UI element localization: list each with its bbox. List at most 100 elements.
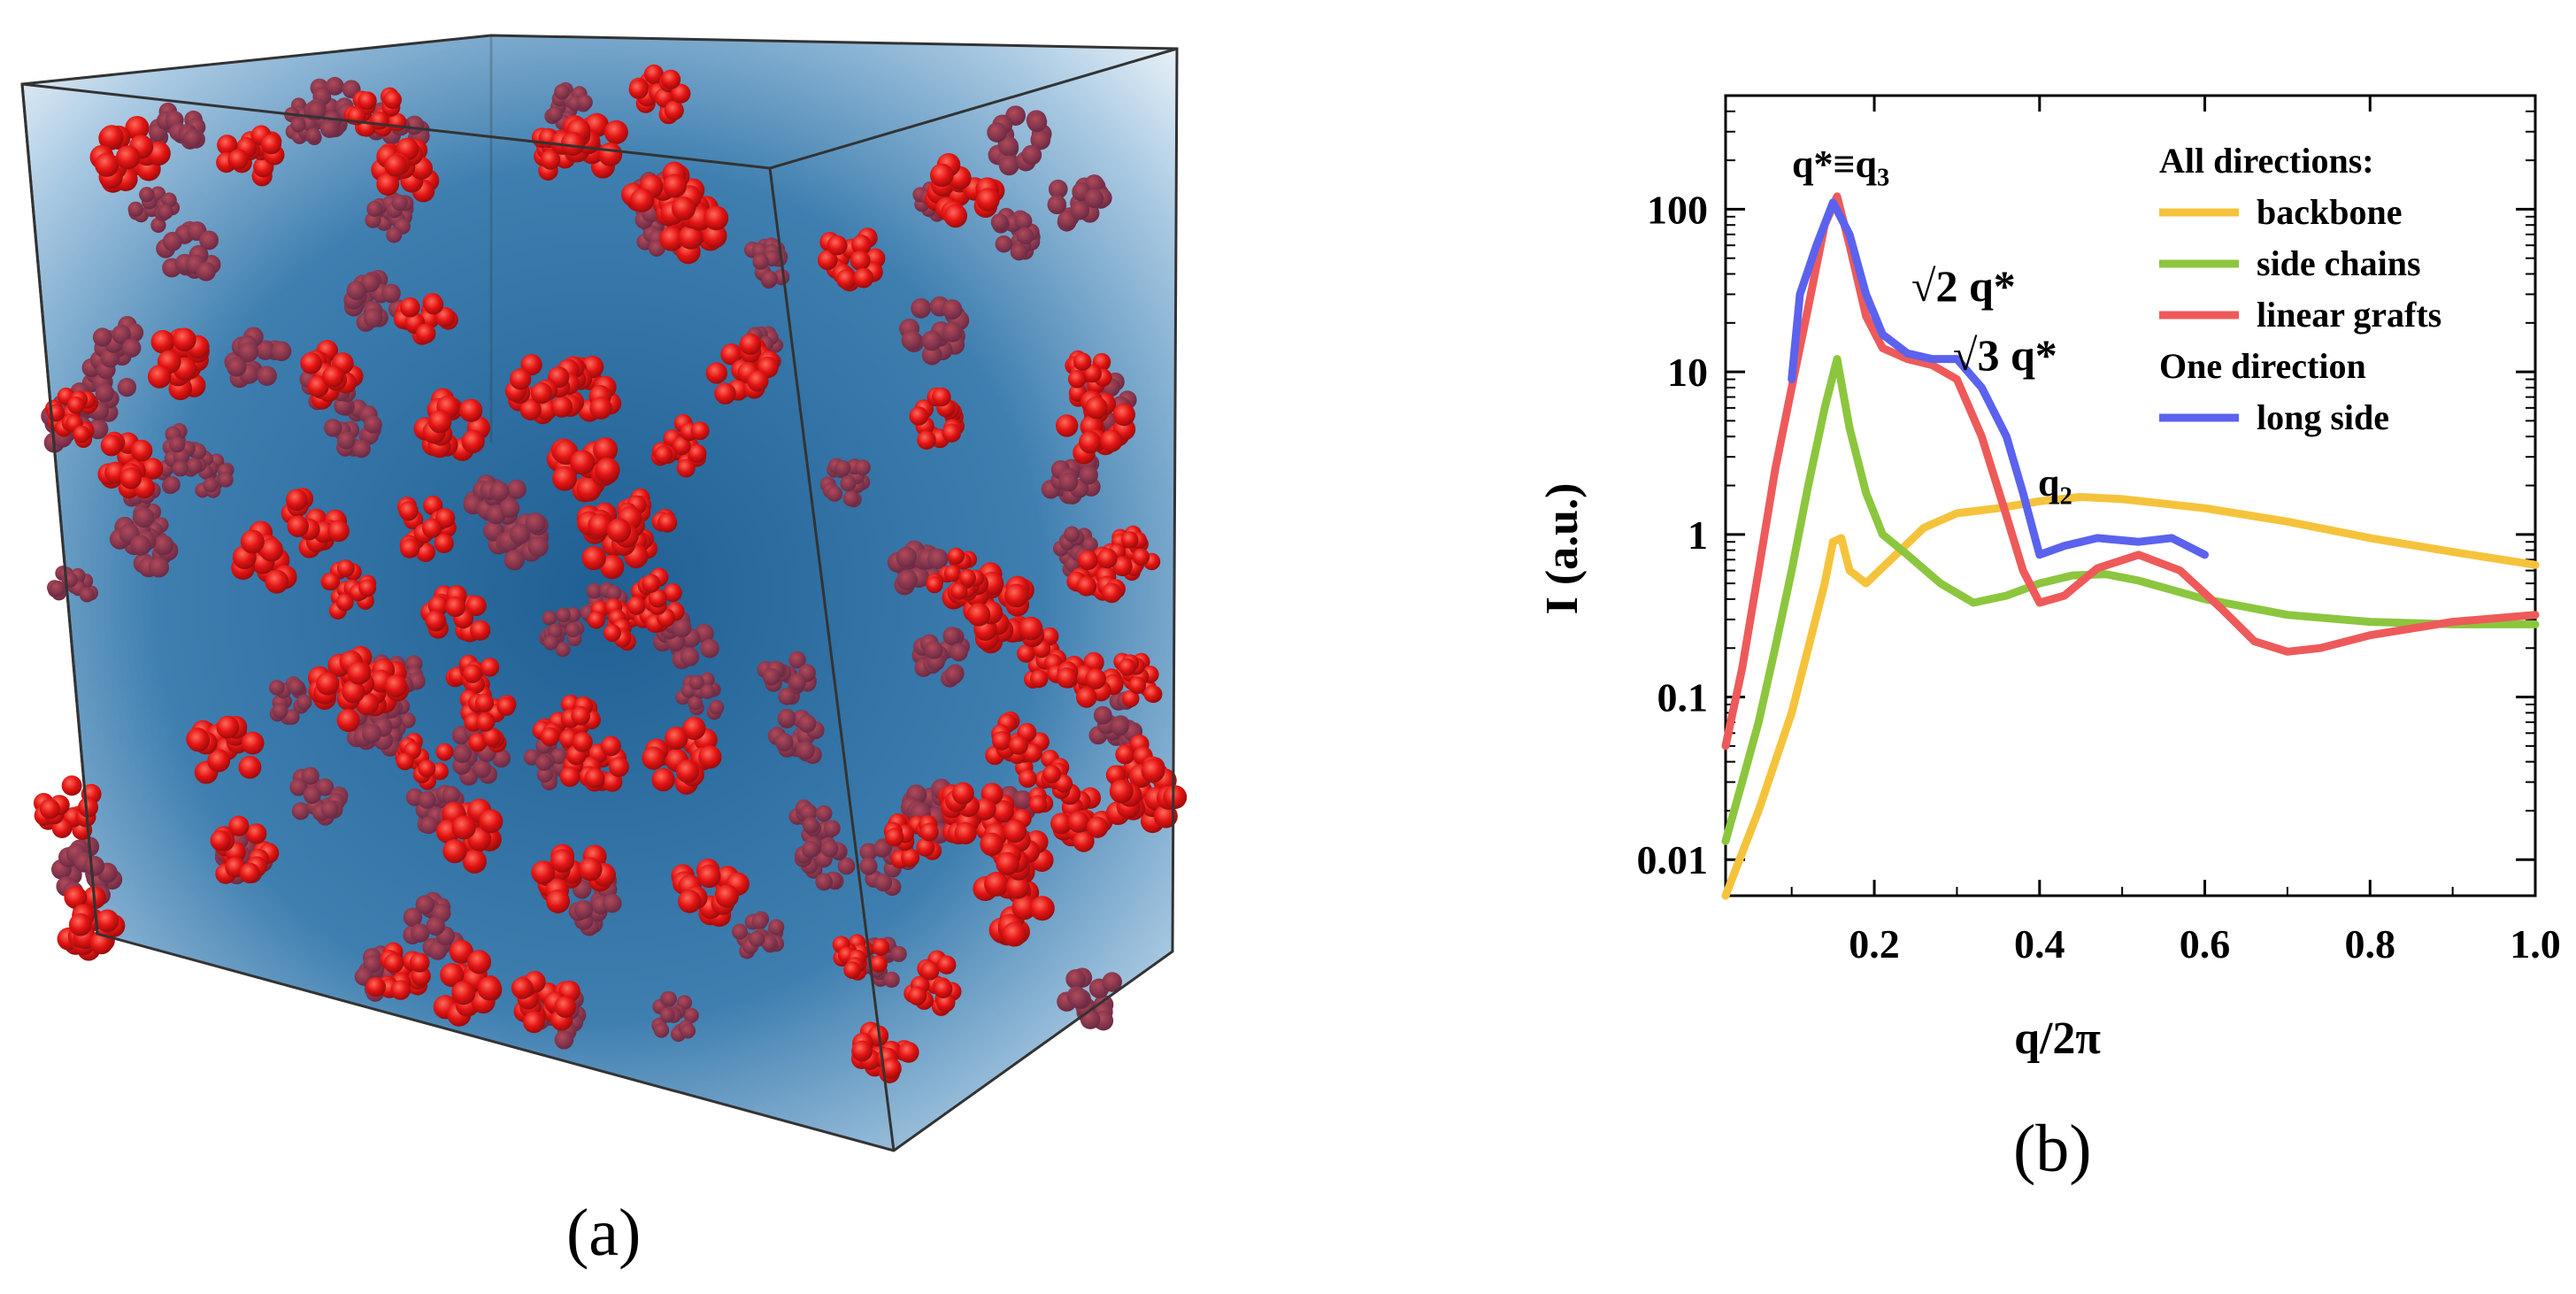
micelle-cluster — [973, 859, 1055, 947]
micelle-cluster — [990, 207, 1041, 261]
x-axis-ticks: 0.2 0.4 0.6 0.8 1.0 — [1790, 96, 2561, 967]
plot-border — [1724, 94, 2537, 897]
micelle-cluster — [938, 782, 1014, 845]
legend-entry-label: backbone — [2257, 192, 2403, 232]
micelle-cluster — [89, 115, 171, 193]
micelle-cluster — [971, 575, 1045, 654]
micelles-front — [33, 64, 1188, 1083]
micelle-cluster — [671, 859, 750, 928]
micelle-cluster — [109, 506, 179, 578]
micelle-cluster — [576, 502, 649, 580]
micelle-cluster — [980, 819, 1054, 899]
micelle-cluster — [269, 676, 312, 725]
micelle-cluster — [127, 186, 181, 234]
micelle-cluster — [420, 585, 491, 643]
y-tick-label: 10 — [1667, 350, 1708, 395]
micelle-cluster — [819, 458, 871, 508]
micelle-cluster — [365, 191, 414, 243]
micelle-cluster — [539, 607, 585, 658]
micelle-cluster — [909, 387, 965, 450]
micelle-cluster — [396, 495, 457, 562]
micelle-cluster — [1014, 749, 1073, 814]
micelle-cluster — [435, 798, 504, 874]
micelle-cluster — [147, 327, 210, 401]
panel-b: 0.2 0.4 0.6 0.8 1.0 0.01 0.1 1 10 100 All direct… — [1522, 0, 2576, 1290]
x-tick-label: 0.2 — [1849, 921, 1900, 967]
micelle-cluster — [675, 672, 725, 720]
x-axis-label: q/2π — [2014, 1013, 2101, 1064]
micelle-cluster — [628, 64, 691, 125]
micelle-cluster — [57, 886, 126, 961]
micelle-cluster — [627, 567, 685, 633]
legend-entry-label: side chains — [2257, 243, 2421, 283]
micelle-cluster — [1041, 450, 1101, 505]
y-tick-label: 0.01 — [1637, 837, 1709, 882]
micelle-cluster — [504, 353, 581, 425]
annotation-sqrt3: √3 q* — [1953, 330, 2057, 380]
micelle-cluster — [911, 627, 971, 688]
micelle-cluster — [365, 942, 431, 1000]
x-tick-label: 0.4 — [2014, 921, 2065, 967]
micelle-cluster — [300, 340, 364, 410]
legend: All directions: backbone side chains linear… — [2159, 141, 2441, 437]
micelle-cluster — [924, 152, 1005, 228]
x-tick-label: 0.8 — [2345, 921, 2396, 967]
micelle-cluster — [44, 387, 99, 448]
micelle-cluster — [1047, 174, 1112, 232]
panel-a-caption: (a) — [566, 1196, 642, 1270]
micelle-cluster — [463, 474, 527, 525]
micelle-cluster — [460, 693, 517, 753]
micelle-cluster — [1066, 546, 1133, 604]
micelle-cluster — [433, 939, 503, 1027]
micelle-cluster — [587, 597, 648, 651]
micelle-cluster — [788, 799, 841, 850]
micelle-cluster — [887, 540, 949, 596]
micelle-cluster — [33, 775, 102, 841]
y-axis-ticks: 0.01 0.1 1 10 100 — [1637, 95, 2535, 882]
micelle-cluster — [650, 413, 710, 478]
micelle-cluster — [403, 891, 465, 960]
legend-entry-label: long side — [2257, 397, 2389, 437]
y-tick-label: 1 — [1688, 512, 1708, 558]
legend-title-one: One direction — [2159, 346, 2366, 386]
micelle-cluster — [281, 488, 350, 558]
micelle-cluster — [817, 227, 886, 292]
micelle-cluster — [1065, 350, 1112, 407]
panel-b-caption: (b) — [2013, 1112, 2092, 1186]
micelle-cluster — [511, 970, 581, 1034]
x-tick-label: 0.6 — [2180, 921, 2231, 967]
plot-frame — [1724, 94, 2537, 897]
micelle-cluster — [289, 766, 349, 826]
micelle-cluster — [47, 566, 99, 603]
box-edges — [20, 34, 1179, 1152]
micelle-cluster — [559, 731, 629, 792]
micelle-cluster — [705, 333, 780, 404]
micelle-cluster — [651, 990, 699, 1043]
micelle-cluster — [324, 397, 382, 458]
micelle-cluster — [1055, 390, 1136, 465]
micelle-cluster — [156, 220, 221, 281]
micelle-cluster — [158, 423, 207, 477]
micelle-cluster — [1056, 651, 1124, 708]
micelle-cluster — [899, 296, 970, 366]
annotation-peak: q*≡q3 — [1792, 142, 1889, 192]
micelle-cluster — [216, 125, 285, 187]
micelle-cluster — [224, 327, 292, 389]
micelle-cluster — [149, 102, 206, 150]
micelle-cluster — [97, 431, 164, 499]
intensity-chart: 0.2 0.4 0.6 0.8 1.0 0.01 0.1 1 10 100 All direct… — [1537, 94, 2561, 1064]
micelle-cluster — [987, 105, 1052, 176]
legend-title-all: All directions: — [2159, 141, 2374, 181]
micelle-cluster — [186, 715, 265, 784]
x-tick-label: 1.0 — [2510, 921, 2561, 967]
series-line-linear-grafts — [1721, 192, 2540, 751]
micelle-cluster — [1105, 759, 1188, 834]
micelle-cluster — [395, 732, 454, 790]
micelle-cluster — [544, 81, 593, 133]
micelle-cluster — [926, 547, 985, 601]
annotation-sqrt2: √2 q* — [1911, 261, 2016, 311]
micelle-cluster — [642, 716, 722, 795]
peak-annotations: q*≡q3 √2 q* √3 q* q2 — [1792, 142, 2072, 511]
micelle-cluster — [1050, 783, 1113, 852]
micelle-cluster — [832, 934, 890, 981]
